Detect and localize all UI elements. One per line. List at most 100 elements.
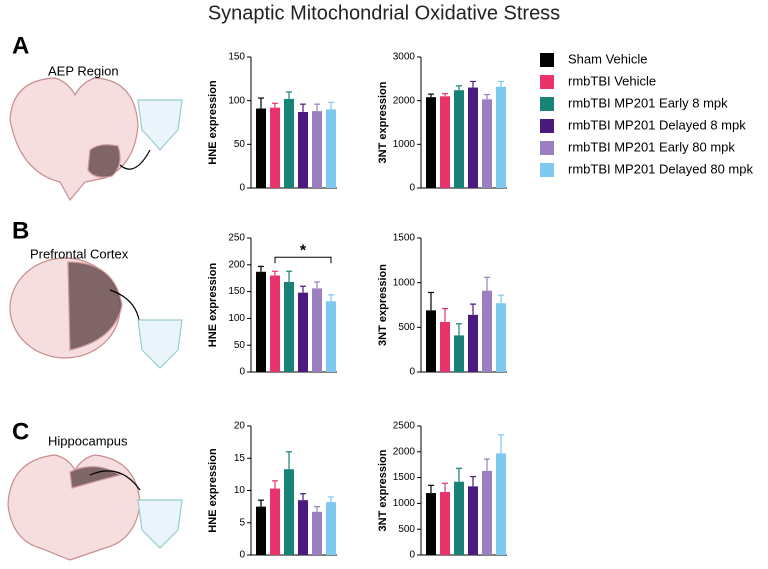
bar [270,107,280,188]
bar [284,281,294,372]
bar [426,97,436,188]
y-tick-label: 5 [239,517,245,528]
y-tick-label: 500 [398,322,415,333]
bar [482,99,492,188]
legend-swatch [540,53,554,67]
y-axis-label: HNE expression [207,263,219,348]
error-bar [286,91,292,99]
bar [270,275,280,372]
legend-label: rmbTBI MP201 Delayed 8 mpk [568,117,746,132]
error-bar [272,102,278,108]
y-axis-label: 3NT expression [377,81,389,163]
error-bar [470,80,476,88]
bar [496,453,506,555]
error-bar [328,294,334,302]
error-bar [258,265,264,272]
bar [312,288,322,372]
error-bar [456,323,462,336]
y-tick-label: 150 [228,286,245,297]
error-bar [428,93,434,98]
y-tick-label: 2500 [393,421,416,432]
error-bar [286,270,292,282]
bar [440,96,450,188]
region-label: AEP Region [48,63,119,78]
error-bar [272,480,278,489]
y-tick-label: 20 [234,421,246,432]
bar [326,301,336,372]
error-bar [498,294,504,304]
bar [468,87,478,188]
region-label: Hippocampus [48,433,128,448]
error-bar [484,458,490,471]
bar [454,90,464,188]
error-bar [442,93,448,97]
y-tick-label: 100 [228,313,245,324]
error-bar [286,451,292,470]
bar [312,111,322,188]
legend-label: rmbTBI MP201 Early 80 mpk [568,139,735,154]
y-tick-label: 150 [228,52,245,63]
y-tick-label: 500 [398,524,415,535]
bar [482,470,492,555]
legend-swatch [540,97,554,111]
y-tick-label: 0 [239,367,245,378]
y-tick-label: 15 [234,453,246,464]
y-tick-label: 1500 [393,233,416,244]
error-bar [300,493,306,501]
y-tick-label: 200 [228,259,245,270]
y-tick-label: 0 [409,367,415,378]
bar [440,321,450,372]
y-tick-label: 0 [409,183,415,194]
bar [256,506,266,555]
y-axis-label: HNE expression [207,448,219,533]
bar [496,303,506,372]
error-bar [300,285,306,293]
error-bar [258,499,264,507]
y-tick-label: 1500 [393,472,416,483]
brain-a [9,77,183,202]
y-axis-label: HNE expression [207,80,219,165]
legend-label: rmbTBI MP201 Early 8 mpk [568,95,728,110]
legend-swatch [540,75,554,89]
legend-label: rmbTBI Vehicle [568,73,656,88]
bar [256,108,266,188]
region-label: Prefrontal Cortex [30,246,129,261]
bar [284,98,294,188]
error-bar [314,103,320,112]
y-axis-label: 3NT expression [377,449,389,531]
error-bar [328,101,334,110]
y-tick-label: 2000 [393,95,416,106]
y-tick-label: 1000 [393,139,416,150]
error-bar [258,97,264,109]
significance-bracket [274,256,332,264]
y-tick-label: 2000 [393,446,416,457]
error-bar [484,276,490,291]
error-bar [428,484,434,494]
significance-label: * [300,242,307,259]
error-bar [428,291,434,311]
error-bar [456,467,462,482]
bar [326,109,336,188]
error-bar [442,482,448,493]
bar [284,469,294,555]
y-axis-label: 3NT expression [377,264,389,346]
panel-label: B [12,217,29,244]
y-tick-label: 100 [228,95,245,106]
bar [468,314,478,372]
bar [256,271,266,372]
bar [468,486,478,555]
bar [298,500,308,555]
y-tick-label: 0 [239,183,245,194]
error-bar [498,80,504,87]
legend-swatch [540,141,554,155]
panel-label: A [12,32,29,59]
y-tick-label: 1000 [393,498,416,509]
bar [298,292,308,372]
error-bar [328,496,334,503]
legend-label: Sham Vehicle [568,51,648,66]
y-tick-label: 0 [239,550,245,561]
bar [298,112,308,188]
error-bar [442,307,448,322]
error-bar [314,281,320,289]
